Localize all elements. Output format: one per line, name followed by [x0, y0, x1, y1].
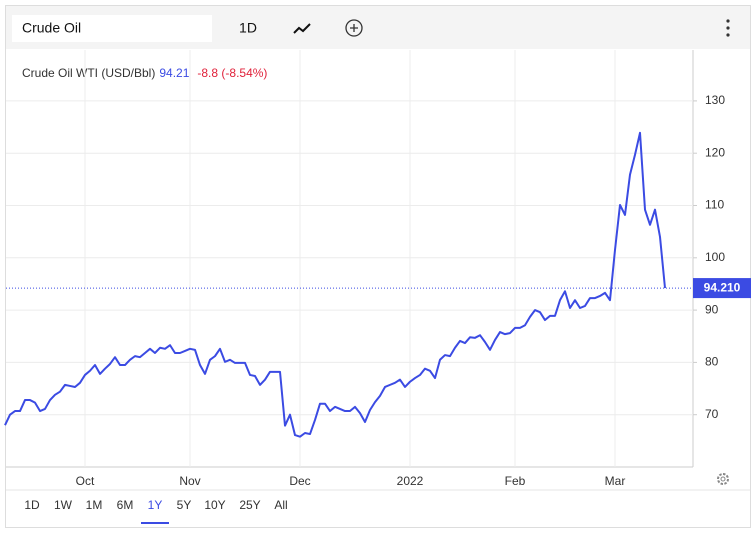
- x-tick-label: 2022: [397, 474, 424, 488]
- range-button[interactable]: 5Y: [177, 498, 192, 512]
- settings-icon[interactable]: [717, 473, 729, 485]
- range-button[interactable]: 1W: [54, 498, 73, 512]
- y-tick-label: 130: [705, 93, 725, 107]
- y-tick-label: 80: [705, 355, 719, 369]
- range-button[interactable]: 1M: [86, 498, 103, 512]
- menu-icon[interactable]: [726, 19, 730, 37]
- chart-type-icon[interactable]: [293, 23, 311, 34]
- range-button[interactable]: All: [274, 498, 287, 512]
- legend-name: Crude Oil WTI (USD/Bbl): [22, 66, 155, 80]
- y-tick-label: 70: [705, 407, 719, 421]
- search-box[interactable]: [12, 15, 212, 42]
- y-tick-label: 120: [705, 145, 725, 159]
- range-button[interactable]: 10Y: [204, 498, 225, 512]
- add-icon[interactable]: [345, 19, 363, 37]
- search-text[interactable]: Crude Oil: [22, 20, 81, 36]
- last-price-label: 94.210: [704, 280, 741, 294]
- x-tick-label: Mar: [605, 474, 626, 488]
- x-tick-label: Nov: [179, 474, 200, 488]
- last-price-box: [693, 278, 751, 299]
- y-tick-label: 90: [705, 302, 719, 316]
- widget-frame: [5, 5, 751, 528]
- interval-button[interactable]: 1D: [239, 20, 257, 36]
- y-tick-label: 110: [705, 198, 724, 212]
- legend-change: -8.8 (-8.54%): [197, 66, 267, 80]
- range-button[interactable]: 25Y: [239, 498, 260, 512]
- range-button[interactable]: 6M: [117, 498, 134, 512]
- x-tick-label: Oct: [76, 474, 95, 488]
- x-tick-label: Dec: [289, 474, 310, 488]
- range-button[interactable]: 1D: [24, 498, 40, 512]
- range-button[interactable]: 1Y: [148, 498, 163, 512]
- y-tick-label: 100: [705, 250, 725, 264]
- price-line: [4, 131, 666, 438]
- legend-price: 94.21: [159, 66, 189, 80]
- x-tick-label: Feb: [505, 474, 526, 488]
- add-icon-plus: [350, 24, 358, 32]
